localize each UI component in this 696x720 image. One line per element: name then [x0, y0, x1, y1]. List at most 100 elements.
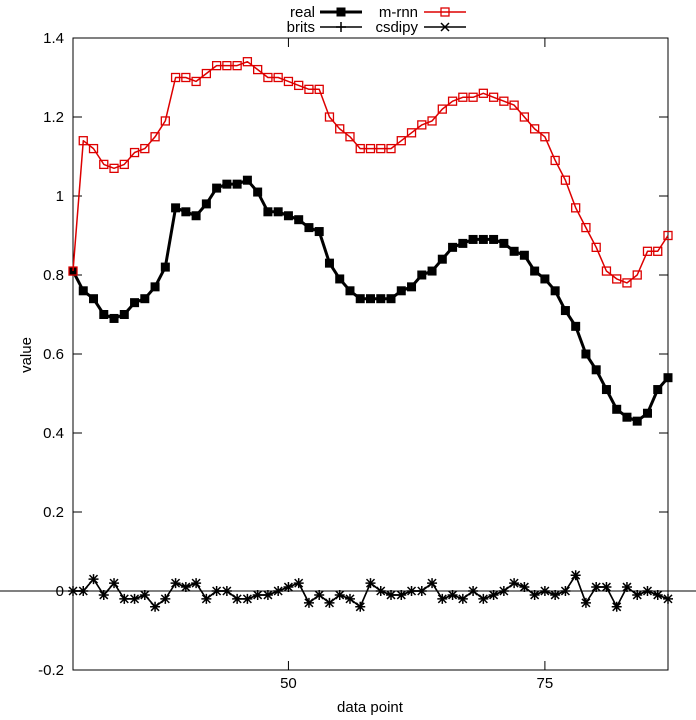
y-tick-label: 0 [56, 583, 64, 600]
data-point-m-rnn [386, 143, 396, 154]
data-point-csdipy [386, 590, 396, 600]
data-point-m-rnn [406, 128, 417, 138]
legend-marker-m-rnn [440, 7, 450, 17]
data-point-real [653, 385, 663, 395]
legend-label-csdipy: csdipy [375, 19, 418, 36]
data-point-real [468, 234, 478, 244]
legend-marker-brits [336, 22, 346, 32]
data-point-real [540, 274, 550, 284]
data-point-real [386, 294, 396, 304]
data-point-csdipy [140, 590, 150, 600]
data-point-real [294, 215, 304, 225]
data-point-csdipy [478, 594, 488, 604]
data-point-m-rnn [488, 92, 499, 102]
data-point-real [437, 254, 447, 264]
data-point-csdipy [335, 590, 345, 600]
data-point-csdipy [458, 594, 468, 604]
data-point-real [417, 270, 427, 280]
data-point-real [663, 373, 673, 383]
data-point-real [560, 306, 570, 316]
data-point-real [150, 282, 160, 292]
data-point-real [171, 203, 181, 213]
data-point-real [581, 349, 591, 359]
data-point-csdipy [591, 582, 601, 592]
data-point-m-rnn [324, 112, 335, 122]
data-point-csdipy [160, 594, 170, 604]
data-point-m-rnn [458, 92, 468, 102]
data-point-m-rnn [191, 76, 201, 87]
data-point-m-rnn [304, 84, 314, 94]
data-point-m-rnn [612, 274, 622, 284]
data-point-m-rnn [437, 104, 447, 114]
data-point-real [119, 310, 129, 319]
data-point-m-rnn [140, 143, 150, 154]
data-point-real [622, 412, 632, 422]
series-m-rnn [68, 57, 673, 288]
data-point-real [242, 175, 252, 185]
data-point-m-rnn [376, 143, 386, 154]
data-point-real [591, 365, 601, 375]
data-point-m-rnn [273, 72, 283, 83]
data-point-csdipy [99, 590, 109, 600]
data-point-m-rnn [170, 72, 181, 83]
y-tick-label: 0.2 [43, 504, 64, 521]
data-point-csdipy [304, 598, 314, 608]
data-point-real [601, 385, 611, 395]
data-point-csdipy [622, 582, 632, 592]
data-point-real [530, 266, 540, 276]
series-csdipy [68, 570, 673, 612]
y-tick-label: 1.4 [43, 30, 64, 47]
data-point-m-rnn [232, 61, 242, 71]
data-point-m-rnn [294, 80, 304, 91]
data-point-csdipy [632, 590, 642, 600]
data-point-real [89, 294, 99, 304]
data-point-csdipy [232, 594, 242, 604]
data-point-real [335, 274, 345, 284]
data-point-csdipy [78, 586, 88, 596]
data-point-csdipy [314, 590, 324, 600]
data-point-csdipy [427, 578, 437, 588]
data-point-real [366, 294, 375, 304]
data-point-real [99, 310, 109, 319]
data-point-real [612, 404, 622, 414]
data-point-real [355, 294, 365, 304]
data-point-m-rnn [642, 246, 653, 256]
series-layer [68, 57, 673, 612]
data-point-real [519, 250, 529, 260]
y-axis-label: value [18, 337, 35, 373]
data-point-m-rnn [622, 278, 632, 288]
data-point-csdipy [242, 594, 252, 604]
data-point-real [509, 246, 519, 256]
data-point-csdipy [437, 594, 447, 604]
data-point-real [78, 286, 88, 296]
data-point-m-rnn [88, 143, 99, 154]
data-point-csdipy [581, 598, 591, 608]
data-point-csdipy [191, 578, 201, 588]
data-point-real [478, 234, 488, 244]
data-point-m-rnn [119, 159, 129, 170]
data-point-m-rnn [478, 88, 488, 98]
data-point-m-rnn [345, 132, 355, 142]
data-point-real [376, 294, 386, 304]
data-point-m-rnn [160, 116, 170, 126]
data-point-csdipy [150, 602, 160, 612]
data-point-m-rnn [335, 124, 345, 134]
data-point-csdipy [550, 590, 560, 600]
data-point-real [222, 179, 232, 189]
data-point-csdipy [642, 586, 653, 596]
data-point-m-rnn [129, 147, 140, 158]
x-axis-label: data point [337, 699, 404, 716]
data-point-real [407, 282, 417, 292]
data-point-m-rnn [201, 68, 212, 79]
data-point-m-rnn [78, 136, 88, 146]
data-point-csdipy [489, 590, 499, 600]
data-point-csdipy [653, 590, 663, 600]
data-point-m-rnn [632, 270, 642, 280]
data-point-m-rnn [499, 96, 509, 106]
data-point-real [571, 321, 581, 331]
data-point-real [499, 238, 509, 248]
data-point-m-rnn [109, 163, 119, 174]
data-point-m-rnn [509, 100, 519, 110]
data-point-csdipy [612, 602, 622, 612]
